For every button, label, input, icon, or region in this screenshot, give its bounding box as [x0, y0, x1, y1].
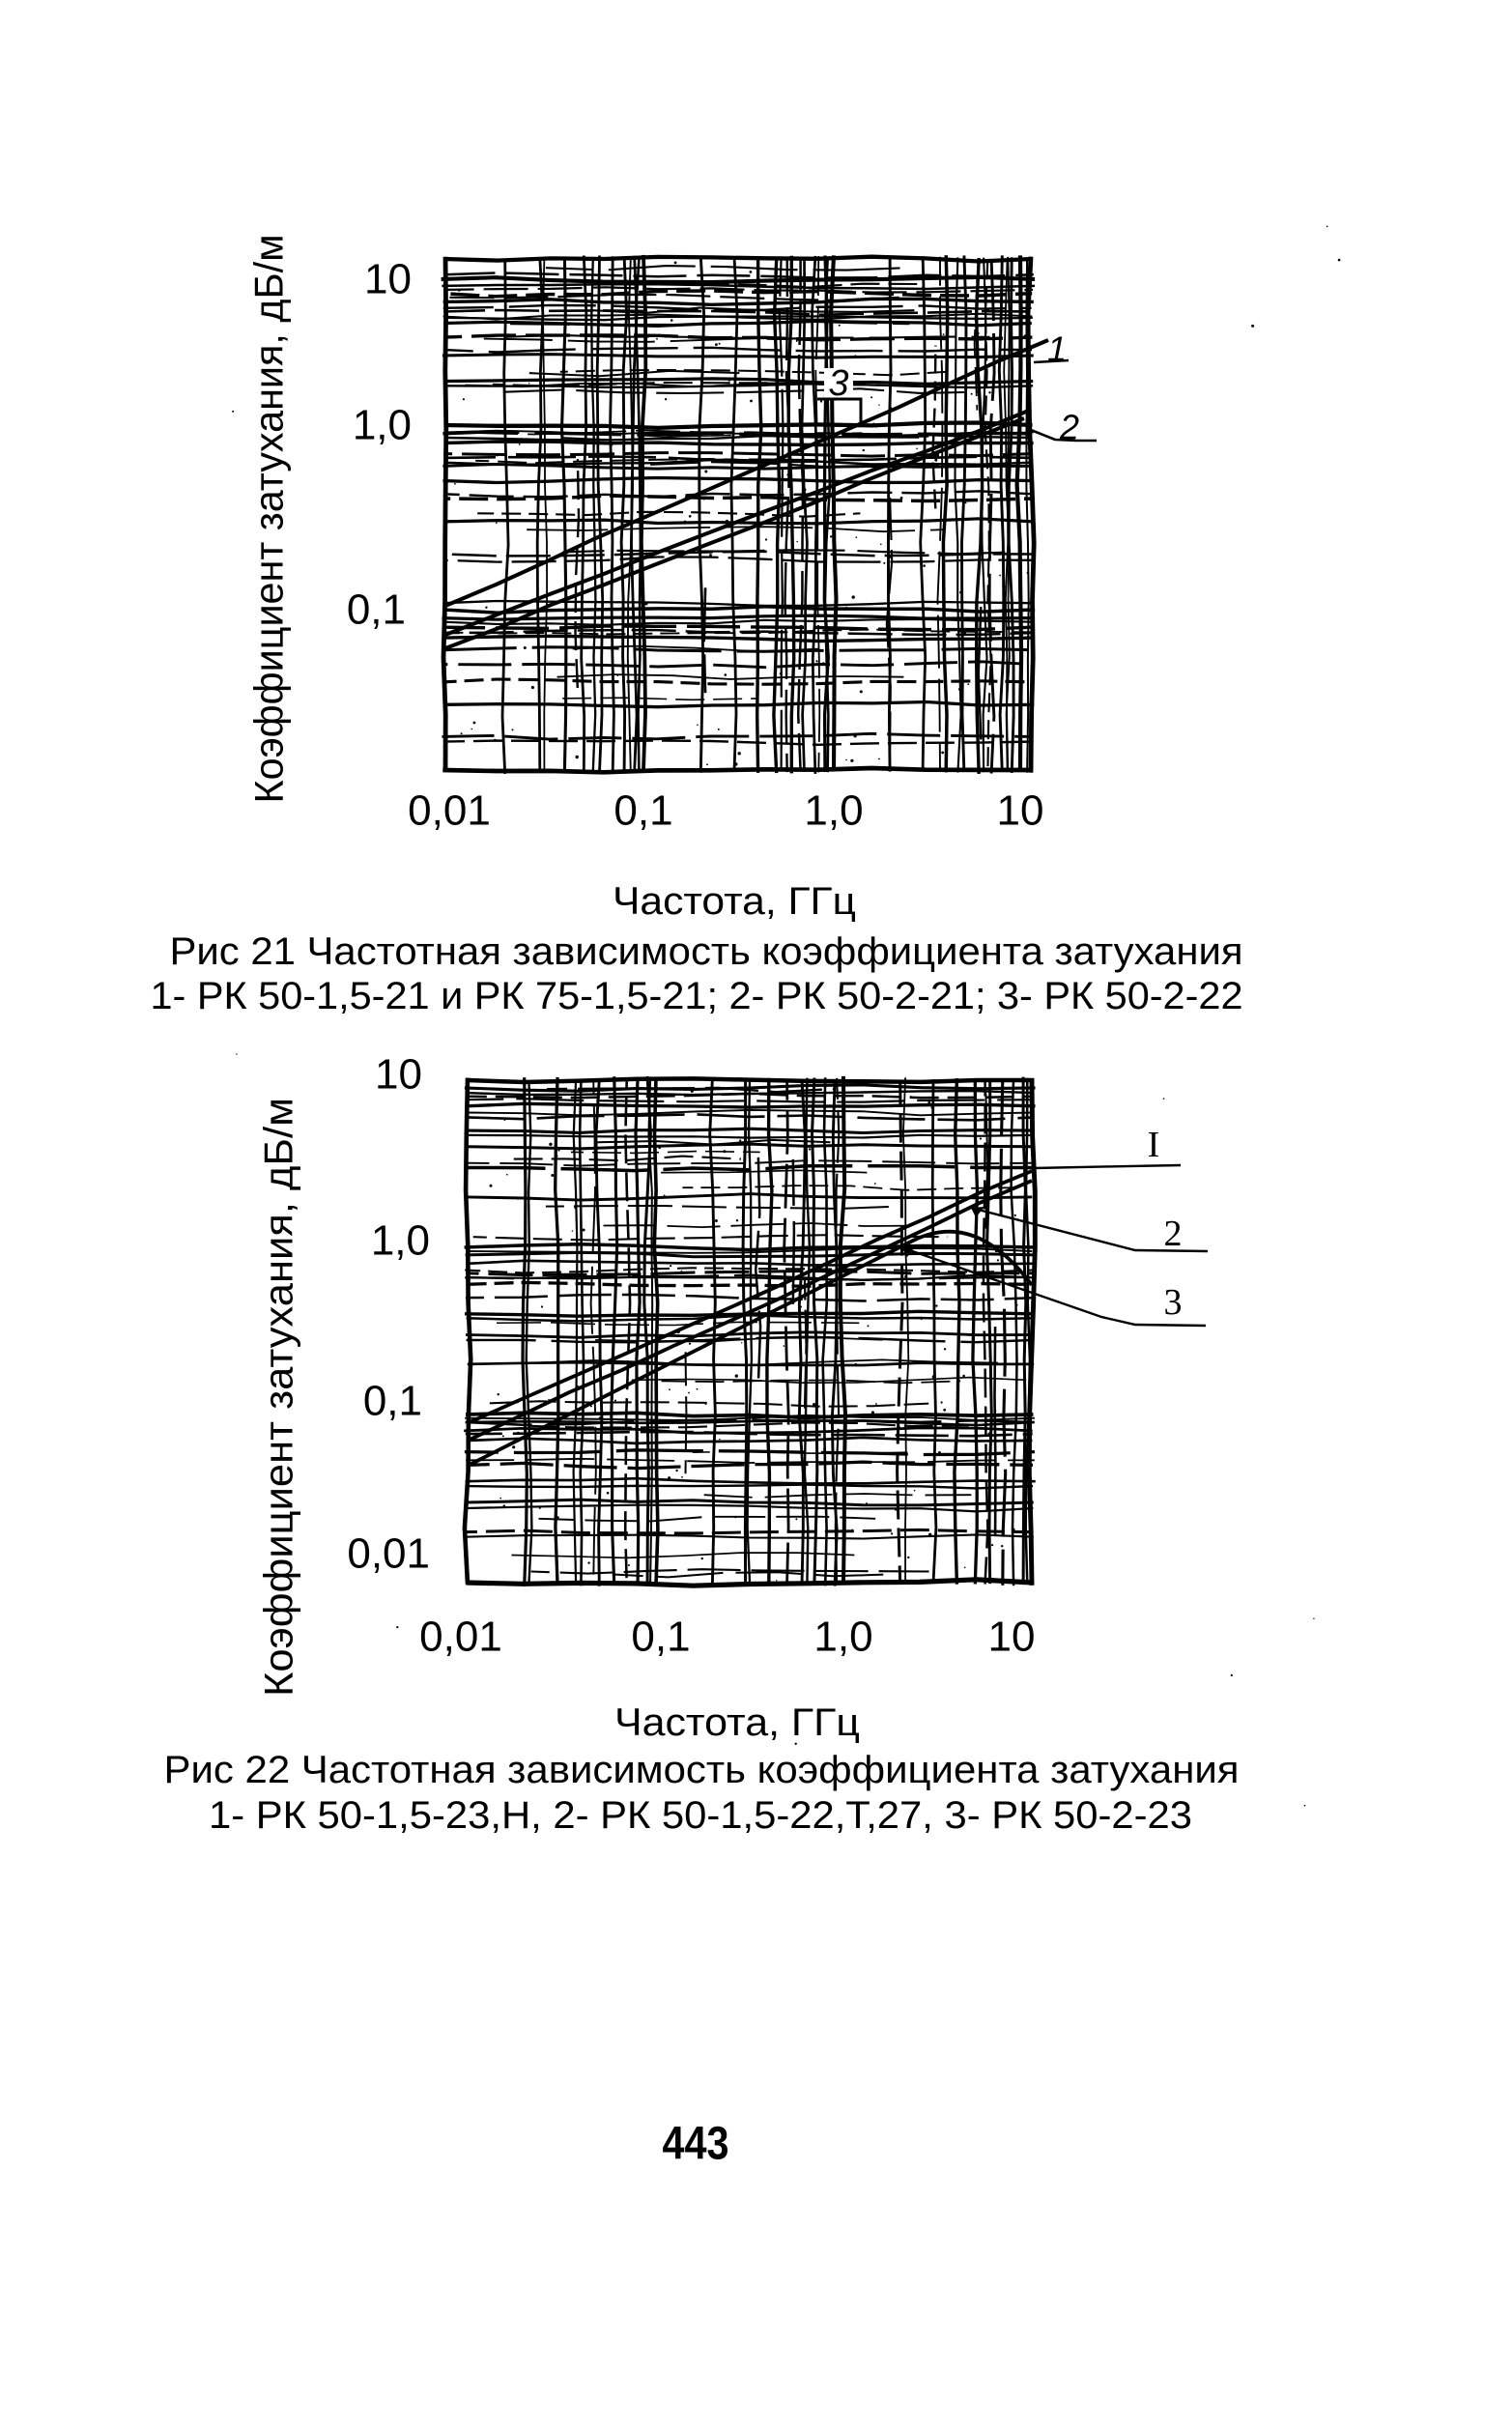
svg-text:0,1: 0,1	[363, 1378, 422, 1425]
svg-text:1- РК 50-1,5-21 и РК 75-1,5-21: 1- РК 50-1,5-21 и РК 75-1,5-21; 2- РК 50…	[151, 975, 1243, 1017]
svg-text:0,1: 0,1	[613, 787, 672, 835]
svg-text:1- РК 50-1,5-23,Н, 2- РК 50-1,: 1- РК 50-1,5-23,Н, 2- РК 50-1,5-22,Т,27,…	[209, 1794, 1192, 1837]
svg-text:3: 3	[1164, 1282, 1183, 1323]
svg-text:2: 2	[1164, 1214, 1183, 1254]
svg-text:0,1: 0,1	[347, 586, 406, 634]
svg-text:1,0: 1,0	[813, 1614, 872, 1661]
svg-text:10: 10	[988, 1614, 1036, 1661]
svg-text:I: I	[1148, 1125, 1160, 1165]
svg-text:1,0: 1,0	[353, 402, 412, 449]
svg-text:0,01: 0,01	[419, 1614, 502, 1661]
svg-text:0,01: 0,01	[408, 787, 491, 835]
svg-text:0,1: 0,1	[631, 1614, 690, 1661]
svg-text:443: 443	[663, 2119, 729, 2170]
svg-text:3: 3	[828, 363, 848, 404]
svg-text:Рис 22 Частотная зависимость: Рис 22 Частотная зависимость коэффициент…	[164, 1749, 1240, 1791]
svg-text:Рис 21 Частотная зависимость: Рис 21 Частотная зависимость коэффициент…	[170, 930, 1243, 973]
svg-text:1,0: 1,0	[371, 1217, 430, 1265]
svg-text:0,01: 0,01	[347, 1530, 430, 1578]
svg-text:Частота, ГГц: Частота, ГГц	[614, 1701, 860, 1744]
svg-text:1,0: 1,0	[804, 787, 863, 835]
svg-text:2: 2	[1059, 408, 1079, 447]
svg-text:Частота, ГГц: Частота, ГГц	[613, 880, 856, 923]
svg-text:10: 10	[364, 256, 412, 303]
svg-text:Коэффициент затухания, дБ/м: Коэффициент затухания, дБ/м	[256, 1098, 301, 1697]
svg-text:1: 1	[1047, 329, 1067, 369]
svg-text:10: 10	[997, 787, 1044, 835]
svg-text:10: 10	[375, 1051, 422, 1099]
svg-text:Коэффициент затухания, дБ/м: Коэффициент затухания, дБ/м	[246, 235, 292, 804]
